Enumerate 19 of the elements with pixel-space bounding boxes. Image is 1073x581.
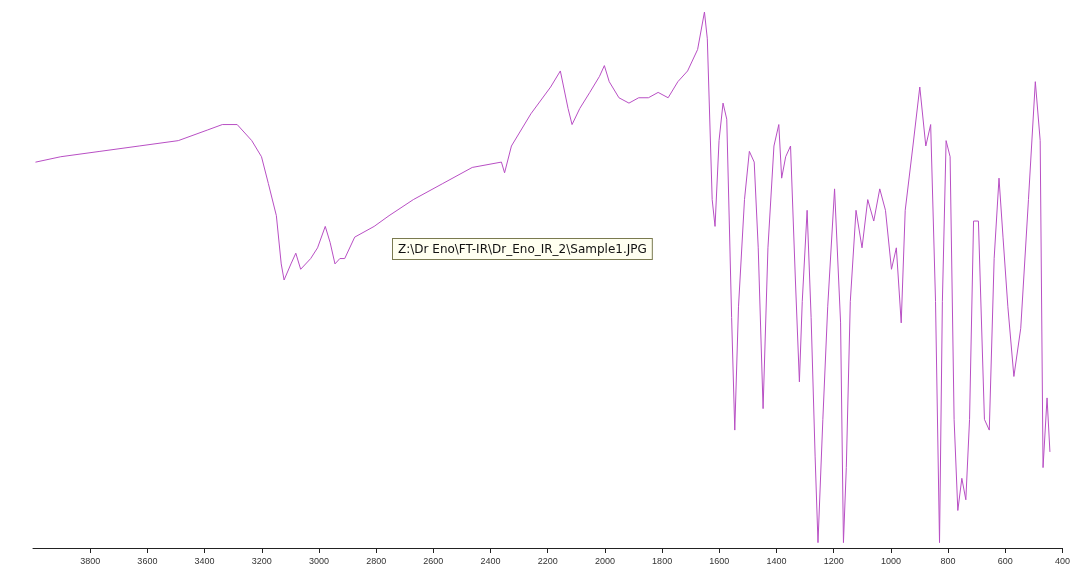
x-tick-label: 600	[997, 555, 1013, 566]
x-tick-label: 2000	[594, 555, 615, 566]
x-tick-label: 800	[940, 555, 956, 566]
x-tick-label: 2800	[366, 555, 387, 566]
x-tick-label: 1000	[880, 555, 901, 566]
x-tick-label: 1600	[709, 555, 730, 566]
x-tick-label: 1800	[652, 555, 673, 566]
x-tick-label: 2600	[423, 555, 444, 566]
x-tick-label: 1400	[766, 555, 787, 566]
x-tick-label: 2400	[480, 555, 501, 566]
x-tick-label: 3600	[137, 555, 158, 566]
x-tick-label: 3800	[80, 555, 101, 566]
x-tick-label: 3400	[194, 555, 215, 566]
annotation: Z:\Dr Eno\FT-IR\Dr_Eno_IR_2\Sample1.JPG	[398, 242, 647, 256]
x-tick-label: 2200	[537, 555, 558, 566]
x-tick-label: 3000	[308, 555, 329, 566]
x-tick-label: 400	[1054, 555, 1071, 566]
x-tick-label: 3200	[251, 555, 272, 566]
x-tick-label: 1200	[823, 555, 844, 566]
